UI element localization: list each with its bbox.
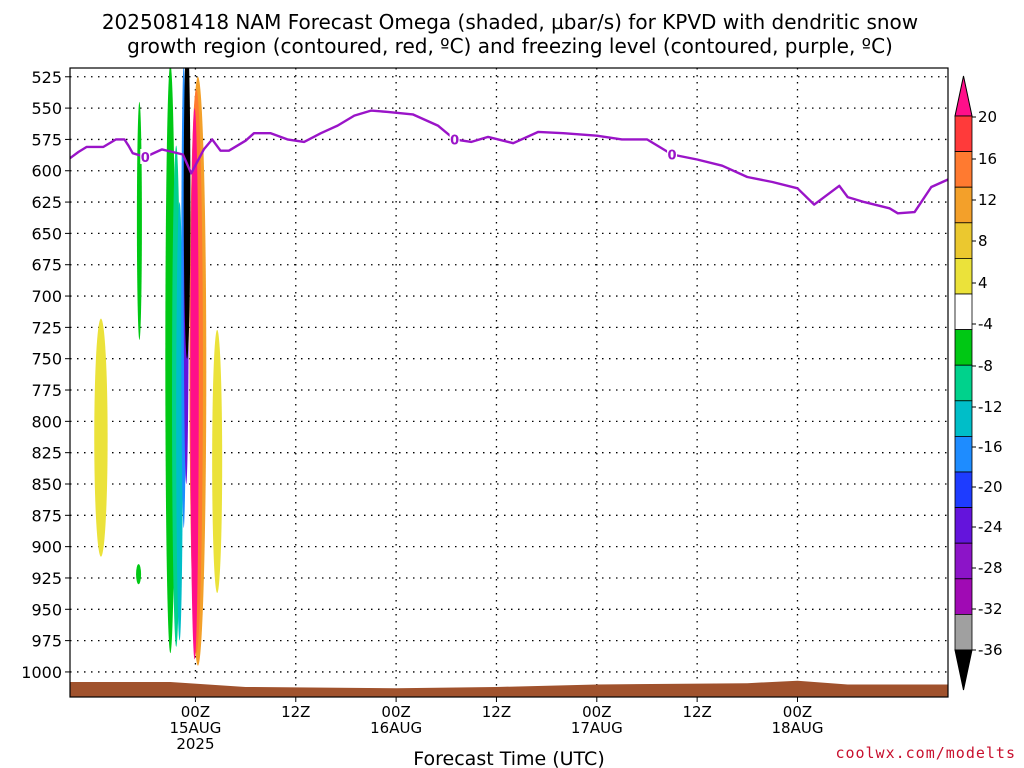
omega-blob bbox=[136, 101, 142, 340]
x-tick-label: 12Z bbox=[281, 703, 310, 721]
omega-shading: 0 0 0 bbox=[70, 68, 948, 697]
freezing-level-label: 0 bbox=[668, 148, 677, 163]
colorbar-label: -12 bbox=[978, 398, 1003, 416]
y-tick-label: 850 bbox=[31, 475, 62, 494]
y-tick-label: 575 bbox=[31, 130, 62, 149]
colorbar-label: -28 bbox=[978, 559, 1003, 577]
x-tick-label: 15AUG bbox=[169, 719, 221, 737]
y-tick-label: 975 bbox=[31, 632, 62, 651]
colorbar-swatch bbox=[954, 364, 973, 402]
colorbar-swatch bbox=[954, 115, 973, 152]
credit-text: coolwx.com/modelts bbox=[835, 744, 1016, 762]
y-tick-label: 625 bbox=[31, 193, 62, 212]
colorbar-swatch bbox=[954, 151, 973, 188]
colorbar-swatch bbox=[954, 435, 973, 473]
colorbar-swatch bbox=[954, 400, 973, 437]
y-tick-label: 900 bbox=[31, 538, 62, 557]
colorbar-swatch bbox=[954, 222, 973, 259]
freezing-level-label-bg bbox=[667, 146, 678, 162]
y-tick-label: 950 bbox=[31, 600, 62, 619]
chart-title: 2025081418 NAM Forecast Omega (shaded, µ… bbox=[102, 10, 918, 58]
chart-title-line-2: growth region (contoured, red, ºC) and f… bbox=[127, 34, 893, 58]
colorbar-top-arrow bbox=[954, 75, 973, 117]
y-tick-label: 550 bbox=[31, 99, 62, 118]
y-tick-label: 925 bbox=[31, 569, 62, 588]
y-tick-label: 875 bbox=[31, 506, 62, 525]
colorbar-label: 8 bbox=[978, 232, 988, 250]
freezing-level-label: 0 bbox=[141, 151, 150, 166]
omega-blob bbox=[94, 318, 108, 557]
colorbar-label: 4 bbox=[978, 274, 988, 292]
omega-blob bbox=[136, 564, 142, 585]
colorbar-label: -24 bbox=[978, 518, 1003, 536]
colorbar-bottom-arrow bbox=[954, 649, 973, 691]
colorbar: 20 16 12 8 4 -4 -8 -12 -16 -20 -24 -28 -32 -36 bbox=[954, 75, 1003, 691]
omega-blob bbox=[183, 68, 191, 359]
y-tick-label: 525 bbox=[31, 68, 62, 87]
colorbar-label: 16 bbox=[978, 150, 997, 168]
x-tick-label: 2025 bbox=[176, 735, 214, 753]
colorbar-label: -8 bbox=[978, 357, 993, 375]
y-tick-label: 650 bbox=[31, 224, 62, 243]
colorbar-label: -36 bbox=[978, 641, 1003, 659]
y-tick-label: 825 bbox=[31, 444, 62, 463]
omega-blob bbox=[176, 202, 183, 641]
x-tick-label: 00Z bbox=[181, 703, 210, 721]
plot-area: 0 0 0 bbox=[69, 67, 949, 698]
freezing-level-label-bg bbox=[449, 131, 460, 147]
x-tick-label: 16AUG bbox=[370, 719, 422, 737]
colorbar-swatch bbox=[954, 578, 973, 615]
plot-frame bbox=[69, 67, 949, 698]
x-tick-label: 12Z bbox=[682, 703, 711, 721]
colorbar-label: -4 bbox=[978, 315, 993, 333]
colorbar-label: -16 bbox=[978, 438, 1003, 456]
y-tick-label: 750 bbox=[31, 350, 62, 369]
colorbar-swatch bbox=[954, 293, 973, 330]
x-tick-label: 00Z bbox=[381, 703, 410, 721]
colorbar-swatch bbox=[954, 614, 973, 651]
x-tick-label: 00Z bbox=[582, 703, 611, 721]
colorbar-swatch bbox=[954, 186, 973, 224]
y-tick-label: 800 bbox=[31, 412, 62, 431]
x-tick-label: 17AUG bbox=[571, 719, 623, 737]
x-axis-label: Forecast Time (UTC) bbox=[413, 748, 604, 768]
x-tick-label: 18AUG bbox=[772, 719, 824, 737]
y-tick-label: 775 bbox=[31, 381, 62, 400]
y-tick-label: 700 bbox=[31, 287, 62, 306]
colorbar-swatch bbox=[954, 507, 973, 544]
freezing-level-label-bg bbox=[140, 148, 151, 164]
y-tick-label: 675 bbox=[31, 256, 62, 275]
colorbar-label: 12 bbox=[978, 191, 997, 209]
freezing-level-label: 0 bbox=[450, 133, 459, 148]
colorbar-label: 20 bbox=[978, 108, 997, 126]
chart-title-line-1: 2025081418 NAM Forecast Omega (shaded, µ… bbox=[102, 10, 918, 34]
colorbar-swatch bbox=[954, 471, 973, 508]
y-axis: 525 550 575 600 625 650 675 700 725 750 775 800 825 8… bbox=[21, 68, 70, 682]
omega-blob bbox=[190, 108, 199, 660]
colorbar-swatch bbox=[954, 257, 973, 295]
freezing-level-line bbox=[70, 109, 948, 215]
colorbar-swatch bbox=[954, 542, 973, 580]
x-tick-label: 00Z bbox=[783, 703, 812, 721]
colorbar-label: -20 bbox=[978, 478, 1003, 496]
y-tick-label: 1000 bbox=[21, 663, 62, 682]
colorbar-swatch bbox=[954, 329, 973, 366]
x-tick-label: 12Z bbox=[482, 703, 511, 721]
colorbar-label: -32 bbox=[978, 600, 1003, 618]
terrain-band bbox=[70, 680, 948, 697]
y-tick-label: 600 bbox=[31, 162, 62, 181]
omega-blob bbox=[212, 329, 223, 594]
y-tick-label: 725 bbox=[31, 318, 62, 337]
